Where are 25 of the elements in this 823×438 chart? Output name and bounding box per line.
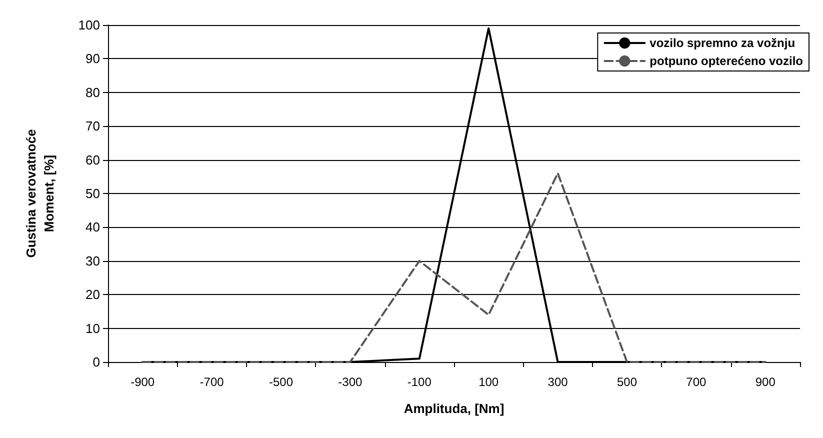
x-axis-title: Amplituda, [Nm] [404,401,504,416]
x-tick-label: -500 [268,375,294,389]
y-tick-label: 0 [92,354,100,370]
y-tick-label: 50 [86,186,100,201]
y-tick-label: 30 [86,253,100,268]
x-tick-label: -700 [200,375,224,389]
legend-label: vozilo spremno za vožnju [650,36,796,50]
x-tick-label: -100 [407,375,432,389]
y-tick-label: 80 [86,84,100,100]
legend-label: potpuno opterećeno vozilo [650,54,803,68]
y-tick-label: 90 [86,51,100,66]
x-tick-label: -300 [338,375,363,389]
x-tick-label: 500 [616,375,638,389]
y-tick-label: 60 [86,152,100,168]
x-tick-label: 300 [548,375,568,389]
y-tick-label: 20 [86,287,100,302]
y-axis-title: Gustina verovatnoće Moment, [%] [24,129,56,258]
y-tick-label: 70 [86,118,100,134]
y-tick-label: 10 [86,320,100,336]
y-tick-label: 40 [86,220,100,235]
y-tick-label: 100 [78,18,100,32]
x-tick-label: -900 [130,375,155,389]
x-tick-label: 100 [478,375,499,389]
x-tick-label: 700 [686,375,707,389]
x-tick-label: 900 [755,375,776,389]
